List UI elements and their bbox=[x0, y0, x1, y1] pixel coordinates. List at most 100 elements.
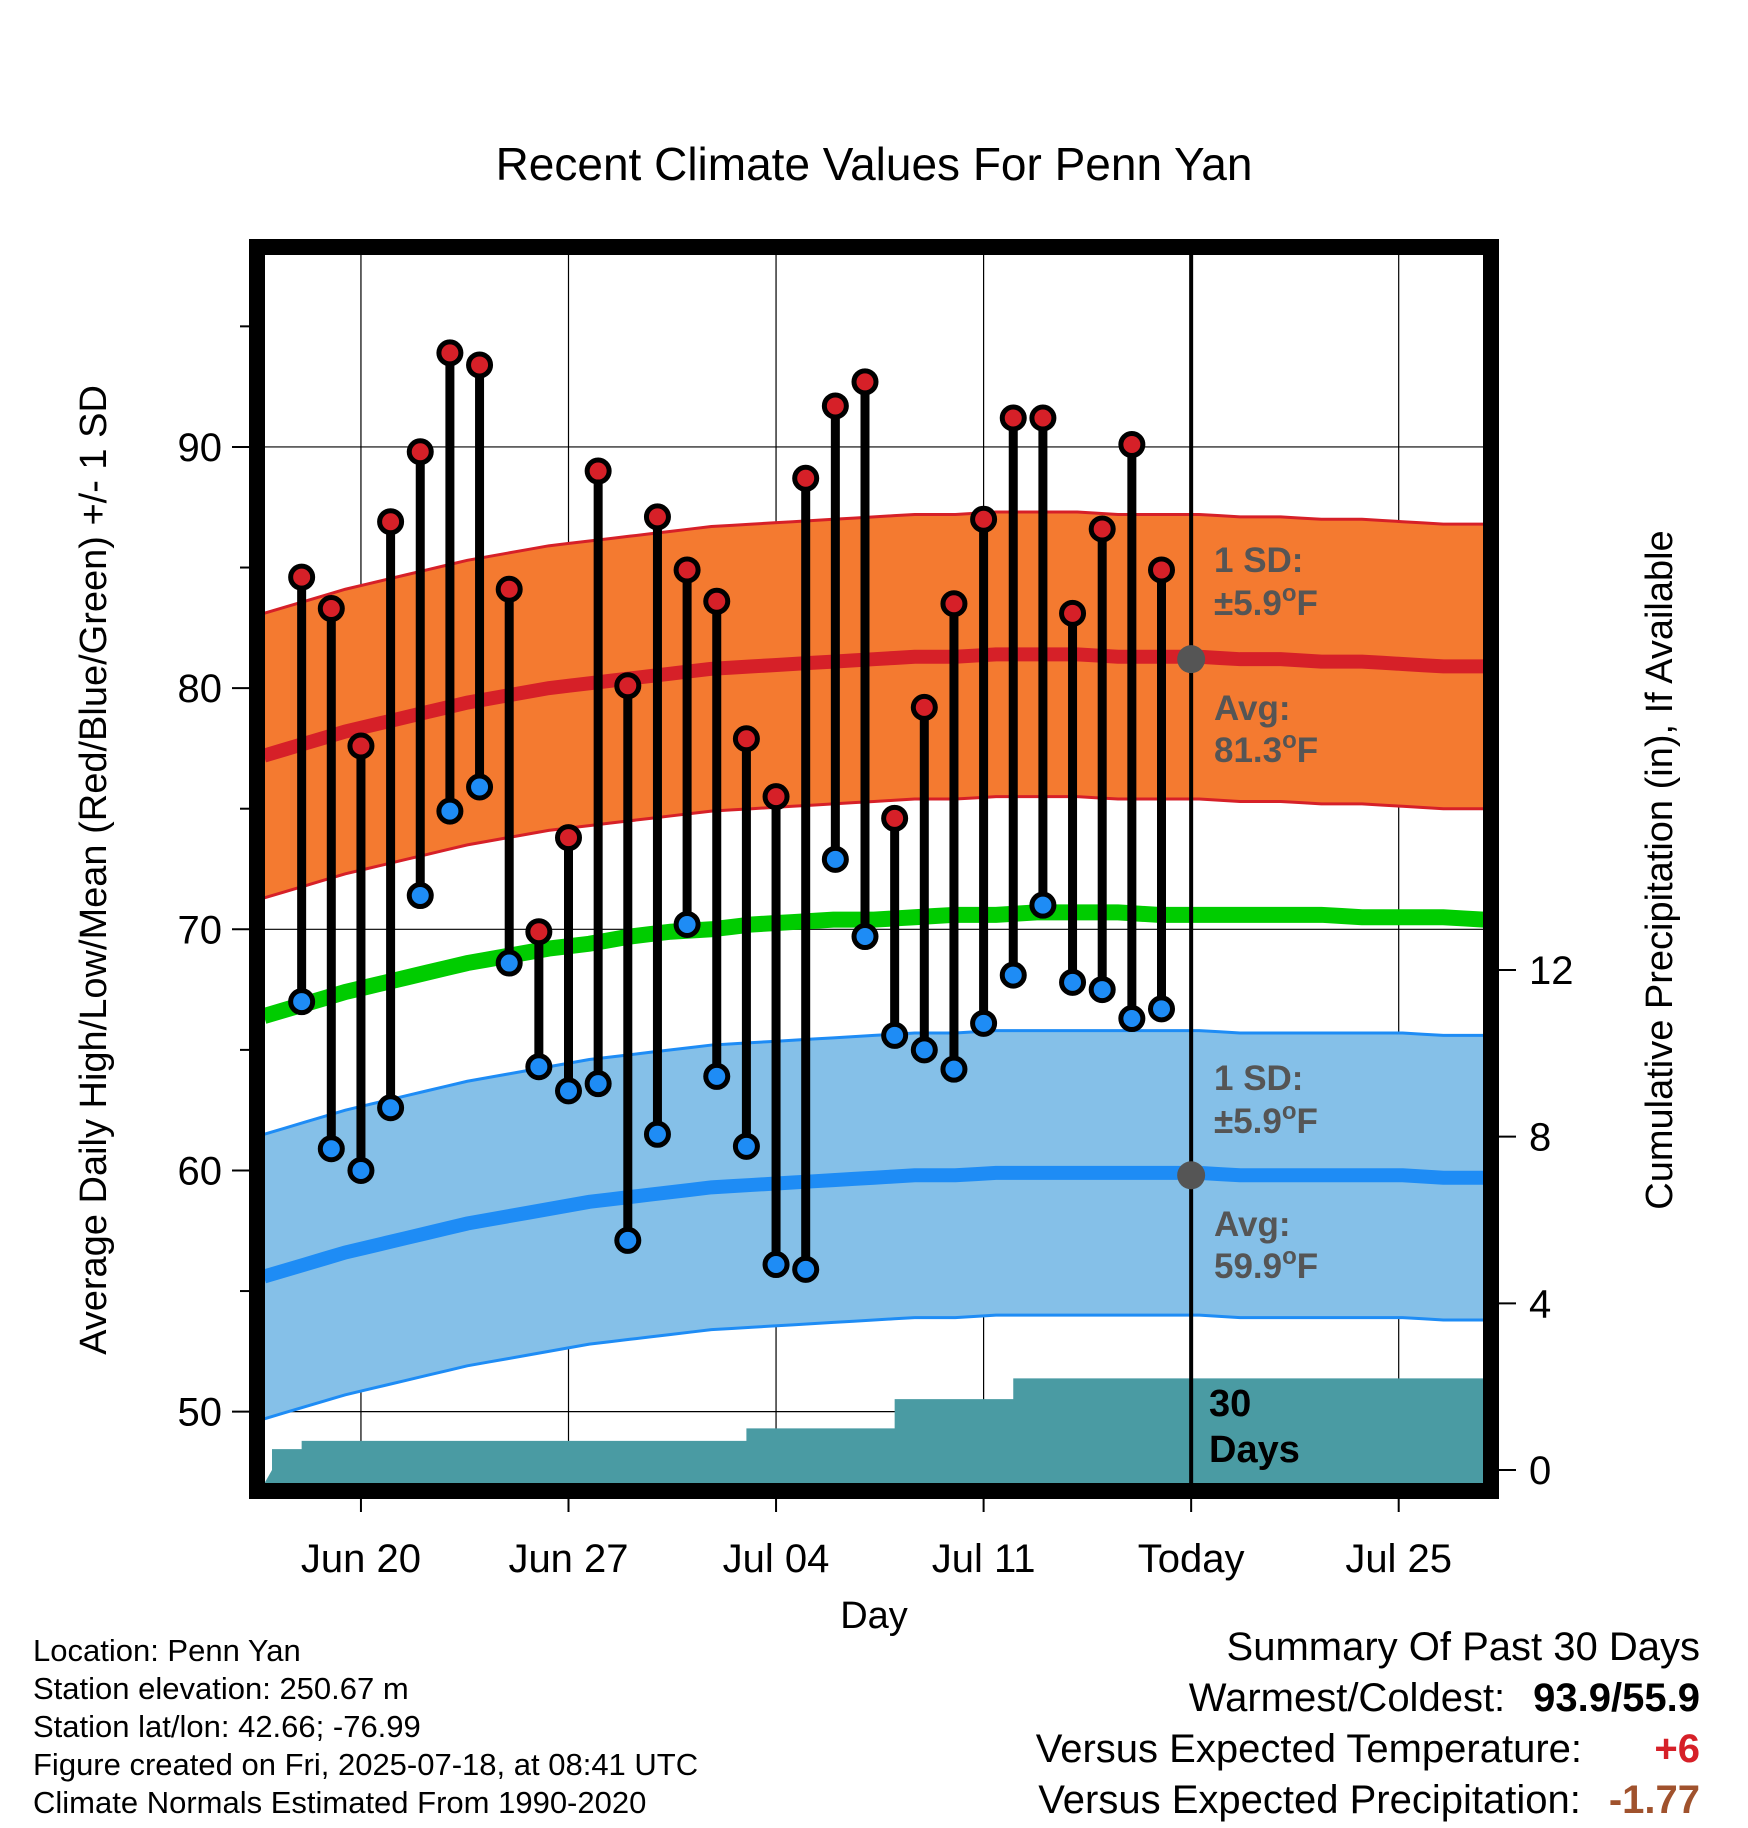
elevation-text: Station elevation: 250.67 m bbox=[33, 1671, 409, 1706]
high-sd-degree: o bbox=[1282, 580, 1297, 607]
low-avg-unit: F bbox=[1297, 1247, 1318, 1286]
precip-anomaly-label: Versus Expected Precipitation: bbox=[1038, 1778, 1581, 1822]
high-point-9 bbox=[555, 824, 582, 852]
y2-tick-label-2: 8 bbox=[1529, 1116, 1551, 1160]
high-sd-annotation: 1 SD: ±5.9oF bbox=[1214, 541, 1318, 623]
high-avg-line bbox=[264, 647, 1484, 763]
high-point-0 bbox=[288, 563, 316, 591]
x-tick-label-4: Today bbox=[1138, 1537, 1245, 1581]
latlon-text: Station lat/lon: 42.66; -76.99 bbox=[33, 1709, 421, 1744]
high-point-1 bbox=[317, 595, 345, 623]
low-avg-degree: o bbox=[1282, 1243, 1297, 1270]
low-point-27 bbox=[1088, 976, 1116, 1004]
y-tick-label-2: 70 bbox=[178, 908, 223, 952]
low-point-4 bbox=[406, 882, 434, 910]
high-point-4 bbox=[406, 438, 434, 466]
low-avg-line bbox=[264, 1165, 1484, 1284]
low-point-13 bbox=[673, 910, 701, 938]
high-avg-degree: o bbox=[1282, 727, 1297, 754]
high-band-upper-edge bbox=[264, 510, 1484, 615]
low-point-3 bbox=[377, 1094, 405, 1122]
low-point-17 bbox=[792, 1255, 820, 1283]
low-point-5 bbox=[436, 797, 464, 825]
today-low-avg-dot bbox=[1177, 1161, 1206, 1190]
high-band-lower-edge bbox=[264, 795, 1484, 900]
high-avg-line1: Avg: bbox=[1214, 689, 1290, 728]
y-tick-label-1: 60 bbox=[178, 1149, 223, 1193]
station-info: Location: Penn Yan Station elevation: 25… bbox=[33, 1632, 698, 1822]
y-tick-label-4: 90 bbox=[178, 426, 223, 470]
x-tick-label-2: Jul 04 bbox=[723, 1537, 830, 1581]
low-point-10 bbox=[584, 1070, 612, 1098]
high-avg-annotation: Avg: 81.3oF bbox=[1214, 689, 1318, 770]
high-sd-line1: 1 SD: bbox=[1214, 541, 1303, 580]
low-point-14 bbox=[703, 1062, 731, 1090]
high-point-21 bbox=[910, 693, 938, 721]
high-point-6 bbox=[466, 351, 494, 379]
temp-anomaly-label: Versus Expected Temperature: bbox=[1035, 1727, 1582, 1771]
high-sd-value: ±5.9 bbox=[1214, 584, 1282, 623]
svg-text:59.9oF: 59.9oF bbox=[1214, 1243, 1318, 1286]
low-point-1 bbox=[317, 1135, 345, 1163]
low-avg-annotation: Avg: 59.9oF bbox=[1214, 1205, 1318, 1286]
high-point-11 bbox=[614, 672, 642, 700]
precip-area bbox=[264, 1378, 1484, 1484]
high-point-5 bbox=[436, 339, 464, 367]
svg-text:±5.9oF: ±5.9oF bbox=[1214, 580, 1318, 623]
days-label-line1: 30 bbox=[1209, 1383, 1251, 1425]
low-sd-unit: F bbox=[1297, 1102, 1318, 1141]
today-high-avg-dot bbox=[1177, 645, 1206, 674]
high-point-20 bbox=[881, 804, 909, 832]
low-point-23 bbox=[970, 1009, 998, 1037]
precip-anomaly-value: -1.77 bbox=[1608, 1778, 1700, 1822]
plot-frame bbox=[249, 239, 1499, 1499]
warmest-coldest-row: Warmest/Coldest: 93.9/55.9 bbox=[1036, 1673, 1700, 1724]
high-point-14 bbox=[703, 587, 731, 615]
low-point-25 bbox=[1029, 891, 1057, 919]
high-band bbox=[264, 512, 1484, 898]
svg-text:81.3oF: 81.3oF bbox=[1214, 727, 1318, 770]
high-point-15 bbox=[732, 725, 760, 753]
low-band-lower-edge bbox=[264, 1313, 1484, 1421]
created-text: Figure created on Fri, 2025-07-18, at 08… bbox=[33, 1747, 699, 1782]
y-axis-label: Average Daily High/Low/Mean (Red/Blue/Gr… bbox=[73, 385, 115, 1355]
low-point-7 bbox=[495, 949, 523, 977]
y2-tick-label-0: 0 bbox=[1529, 1449, 1551, 1493]
low-point-12 bbox=[643, 1120, 671, 1148]
high-point-7 bbox=[495, 575, 523, 603]
daily-marks bbox=[288, 339, 1175, 1283]
low-point-28 bbox=[1118, 1005, 1146, 1033]
high-point-12 bbox=[643, 503, 671, 531]
low-point-15 bbox=[732, 1132, 760, 1160]
high-point-29 bbox=[1148, 556, 1175, 584]
low-point-8 bbox=[525, 1053, 553, 1081]
precip-anomaly-row: Versus Expected Precipitation: -1.77 bbox=[1036, 1775, 1700, 1826]
low-point-2 bbox=[347, 1156, 375, 1184]
warmest-coldest-value: 93.9/55.9 bbox=[1533, 1676, 1700, 1720]
normals-text: Climate Normals Estimated From 1990-2020 bbox=[33, 1785, 647, 1820]
high-point-19 bbox=[851, 368, 879, 396]
low-point-11 bbox=[614, 1226, 642, 1254]
low-point-18 bbox=[821, 845, 849, 873]
low-point-22 bbox=[940, 1055, 968, 1083]
low-sd-degree: o bbox=[1282, 1098, 1297, 1125]
low-point-26 bbox=[1059, 968, 1087, 996]
low-point-9 bbox=[555, 1077, 582, 1105]
x-axis-label: Day bbox=[840, 1595, 908, 1637]
high-point-26 bbox=[1059, 599, 1087, 627]
plot-area bbox=[264, 510, 1484, 1484]
high-point-24 bbox=[999, 404, 1027, 432]
mean-line bbox=[264, 904, 1484, 1024]
high-point-27 bbox=[1088, 515, 1116, 543]
low-point-0 bbox=[288, 988, 316, 1016]
chart-title: Recent Climate Values For Penn Yan bbox=[496, 138, 1253, 190]
high-point-23 bbox=[970, 505, 998, 533]
low-avg-value: 59.9 bbox=[1214, 1247, 1282, 1286]
low-sd-annotation: 1 SD: ±5.9oF bbox=[1214, 1059, 1318, 1141]
low-point-19 bbox=[851, 923, 879, 951]
high-point-10 bbox=[584, 457, 612, 485]
x-tick-label-0: Jun 20 bbox=[301, 1537, 421, 1581]
warmest-coldest-label: Warmest/Coldest: bbox=[1188, 1676, 1506, 1720]
low-sd-line1: 1 SD: bbox=[1214, 1059, 1303, 1098]
